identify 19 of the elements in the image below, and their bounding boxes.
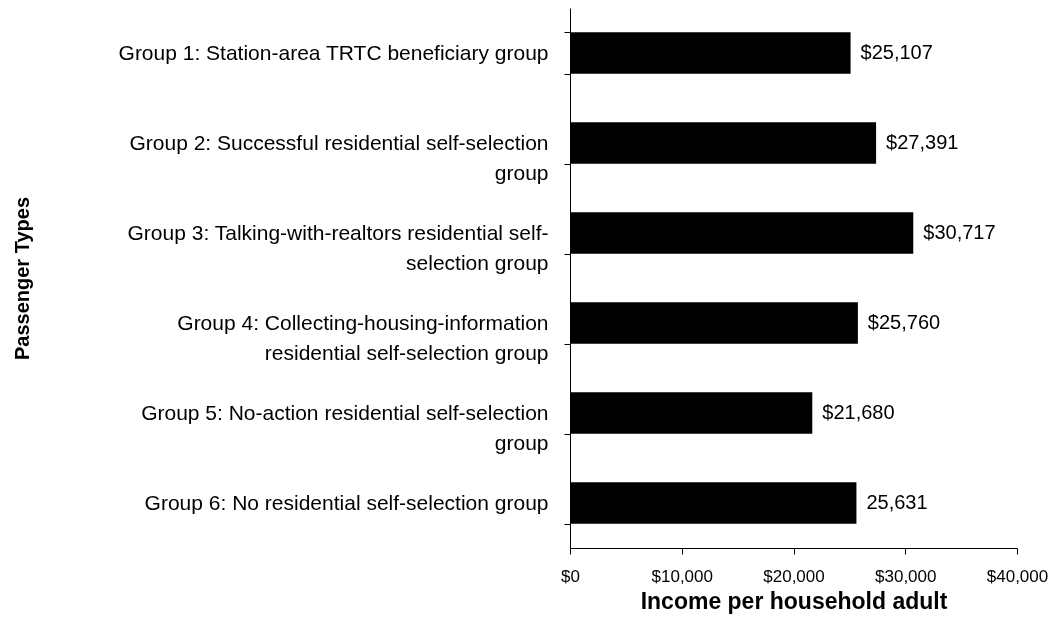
- y-tick-label: Group 1: Station-area TRTC beneficiary group: [118, 40, 549, 64]
- y-tick-label: Group 4: Collecting-housing-information residential self-selection group: [177, 310, 549, 364]
- y-axis-title: Passenger Types: [10, 196, 33, 361]
- x-tick-label: $20,000: [763, 566, 825, 586]
- y-tick-label: Group 2: Successful residential self-selection group: [129, 130, 549, 184]
- data-label: $30,717: [923, 221, 996, 243]
- x-tick-label: $10,000: [651, 566, 713, 586]
- data-label: $21,680: [822, 401, 895, 423]
- data-label: 25,631: [866, 491, 928, 513]
- y-tick-label: Group 3: Talking-with-realtors residential self-selection group: [127, 220, 549, 274]
- x-tick-label: $0: [561, 566, 580, 586]
- x-axis-title: Income per household adult: [640, 587, 948, 614]
- data-label: $25,760: [867, 311, 941, 333]
- x-tick-label: $40,000: [986, 566, 1049, 586]
- data-label: $27,391: [886, 131, 959, 153]
- x-tick-label: $30,000: [875, 566, 937, 586]
- y-tick-label: Group 6: No residential self-selection group: [144, 490, 549, 514]
- data-label: $25,107: [860, 41, 933, 63]
- y-tick-label: Group 5: No-action residential self-selection group: [141, 400, 549, 454]
